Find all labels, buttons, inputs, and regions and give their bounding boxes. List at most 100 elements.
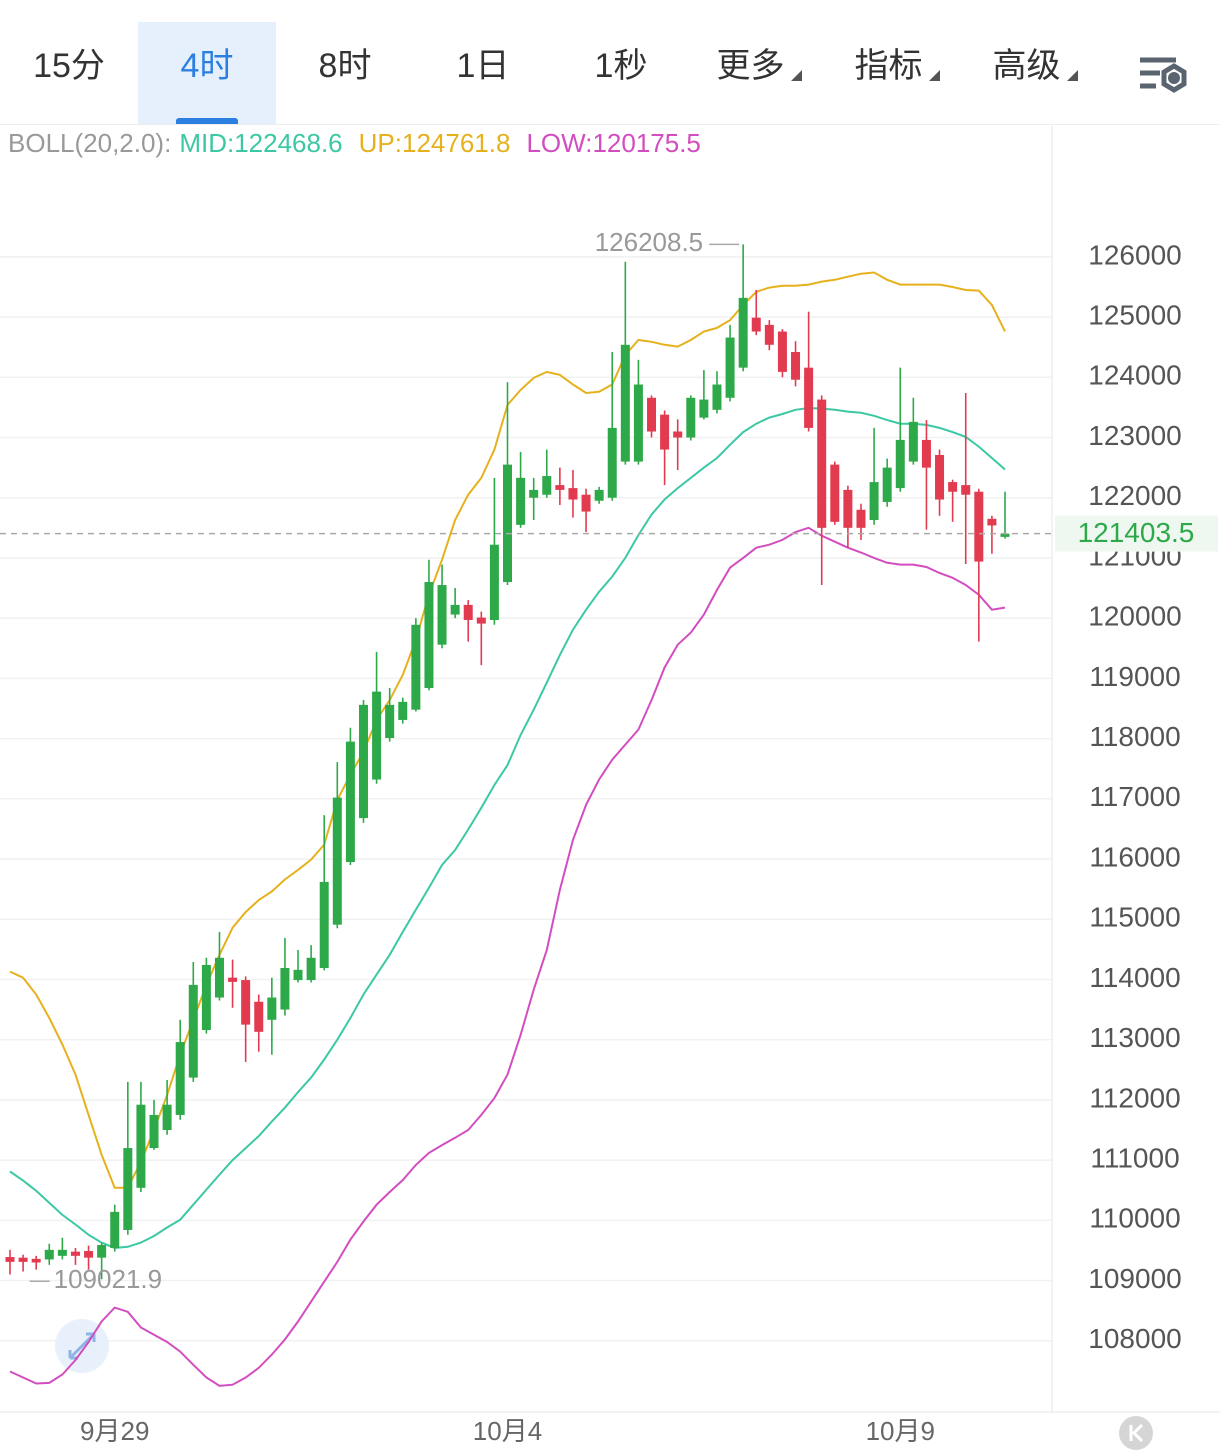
x-tick-label: 10月9 [866, 1416, 935, 1446]
y-tick-label: 117000 [1089, 781, 1180, 812]
tab-label: 1日 [456, 46, 510, 85]
candle-body [84, 1251, 94, 1258]
tab-label: 1秒 [594, 46, 648, 85]
candle-body [647, 397, 657, 432]
candle-body [385, 704, 395, 738]
toolbar: 15分 4时 8时 1日 1秒 更多 指标 高级 [0, 0, 1220, 125]
candle-body [568, 488, 578, 500]
tab-label: 高级 [992, 46, 1061, 85]
y-tick-label: 125000 [1088, 299, 1181, 330]
settings-icon[interactable] [1140, 57, 1187, 93]
candle-body [70, 1251, 80, 1256]
candle-body [529, 489, 539, 498]
candle-body [751, 317, 761, 332]
grid: 108000 109000 110000 111000 112000 113000 1140… [0, 239, 1182, 1446]
candle-body [869, 482, 879, 521]
candle-body [581, 494, 591, 512]
candle-body [175, 1042, 185, 1115]
candle-body [476, 617, 486, 624]
y-tick-label: 118000 [1089, 721, 1180, 752]
candle-body [921, 439, 931, 468]
candle-body [908, 421, 918, 462]
interval-tab[interactable]: 15分 [0, 22, 138, 124]
candle-body [450, 604, 460, 615]
band-line [9, 526, 1006, 1387]
candle-body [57, 1249, 67, 1256]
candle-body [660, 414, 670, 450]
candle-body [830, 464, 840, 522]
legend-value: 124761.8 [402, 128, 511, 158]
reset-icon [1129, 1423, 1144, 1443]
legend-value: 120175.5 [592, 128, 701, 158]
legend-name: UP: [358, 128, 402, 158]
dropdown-triangle [928, 69, 940, 81]
candle-body [306, 957, 316, 981]
candle-body [961, 485, 971, 495]
icon-gear [1161, 63, 1187, 93]
candle-body [345, 741, 355, 863]
candle-body [437, 585, 447, 645]
candle-body [817, 399, 827, 528]
candle-body [293, 969, 303, 981]
last-price-label: 121403.5 [1078, 517, 1195, 548]
interval-tab[interactable]: 1秒 [552, 22, 690, 124]
candle-body [594, 489, 604, 501]
interval-tab[interactable]: 8时 [276, 22, 414, 124]
menu-button[interactable]: 指标 [828, 22, 966, 124]
menu-button[interactable]: 更多 [690, 22, 828, 124]
candle-body [123, 1148, 133, 1230]
candle-body [136, 1104, 146, 1188]
candle-body [882, 467, 892, 502]
candle-body [372, 691, 382, 780]
indicator-name: BOLL(20,2.0): [8, 128, 172, 158]
zoom-button[interactable] [55, 1319, 109, 1373]
candle-body [607, 427, 617, 498]
menu-button[interactable]: 高级 [966, 22, 1104, 124]
max-annotation: 126208.5 [595, 227, 703, 257]
y-tick-label: 116000 [1089, 841, 1180, 872]
candle-body [214, 957, 224, 998]
y-tick-label: 120000 [1088, 601, 1181, 632]
candle-body [18, 1257, 28, 1262]
candle-body [424, 582, 434, 689]
candle-body [489, 544, 499, 620]
candle-body [804, 367, 814, 428]
y-tick-label: 124000 [1088, 360, 1181, 391]
y-tick-label: 109000 [1088, 1263, 1181, 1294]
y-tick-label: 123000 [1088, 420, 1181, 451]
candle-body [948, 482, 958, 492]
interval-tab[interactable]: 4时 [138, 22, 276, 124]
tab-label: 8时 [318, 46, 372, 85]
candle-body [856, 509, 866, 528]
plot-area: 121403.5 126208.5 109021.9 [0, 227, 1218, 1387]
legend-entry: MID:122468.6 [179, 128, 350, 158]
x-tick-label: 9月29 [80, 1416, 149, 1446]
reset-button[interactable] [1119, 1416, 1153, 1450]
candle-body [516, 477, 526, 525]
candle-body [241, 980, 251, 1025]
y-tick-label: 108000 [1088, 1323, 1181, 1354]
legend-name: MID: [179, 128, 235, 158]
y-tick-label: 113000 [1089, 1022, 1180, 1053]
candle-body [5, 1257, 15, 1262]
last-price-box [1055, 515, 1218, 552]
interval-tab[interactable]: 1日 [414, 22, 552, 124]
candle-body [97, 1245, 107, 1258]
candle-body [201, 965, 211, 1031]
candle-body [712, 384, 722, 410]
legend-value: 122468.6 [234, 128, 343, 158]
zoom-arrows [68, 1332, 96, 1360]
legend-entry: LOW:120175.5 [526, 128, 708, 158]
candle-body [555, 485, 565, 490]
candle-body [332, 797, 342, 925]
candle-body [110, 1211, 120, 1249]
candle-body [149, 1114, 159, 1149]
indicator-legend: BOLL(20,2.0): MID:122468.6 UP:124761.8 LOW:… [8, 126, 717, 160]
candle-body [843, 489, 853, 528]
tab-label: 15分 [33, 46, 105, 85]
candle-body [267, 997, 277, 1020]
candle-body [620, 344, 630, 462]
candle-body [699, 399, 709, 418]
candle-body [503, 464, 512, 583]
